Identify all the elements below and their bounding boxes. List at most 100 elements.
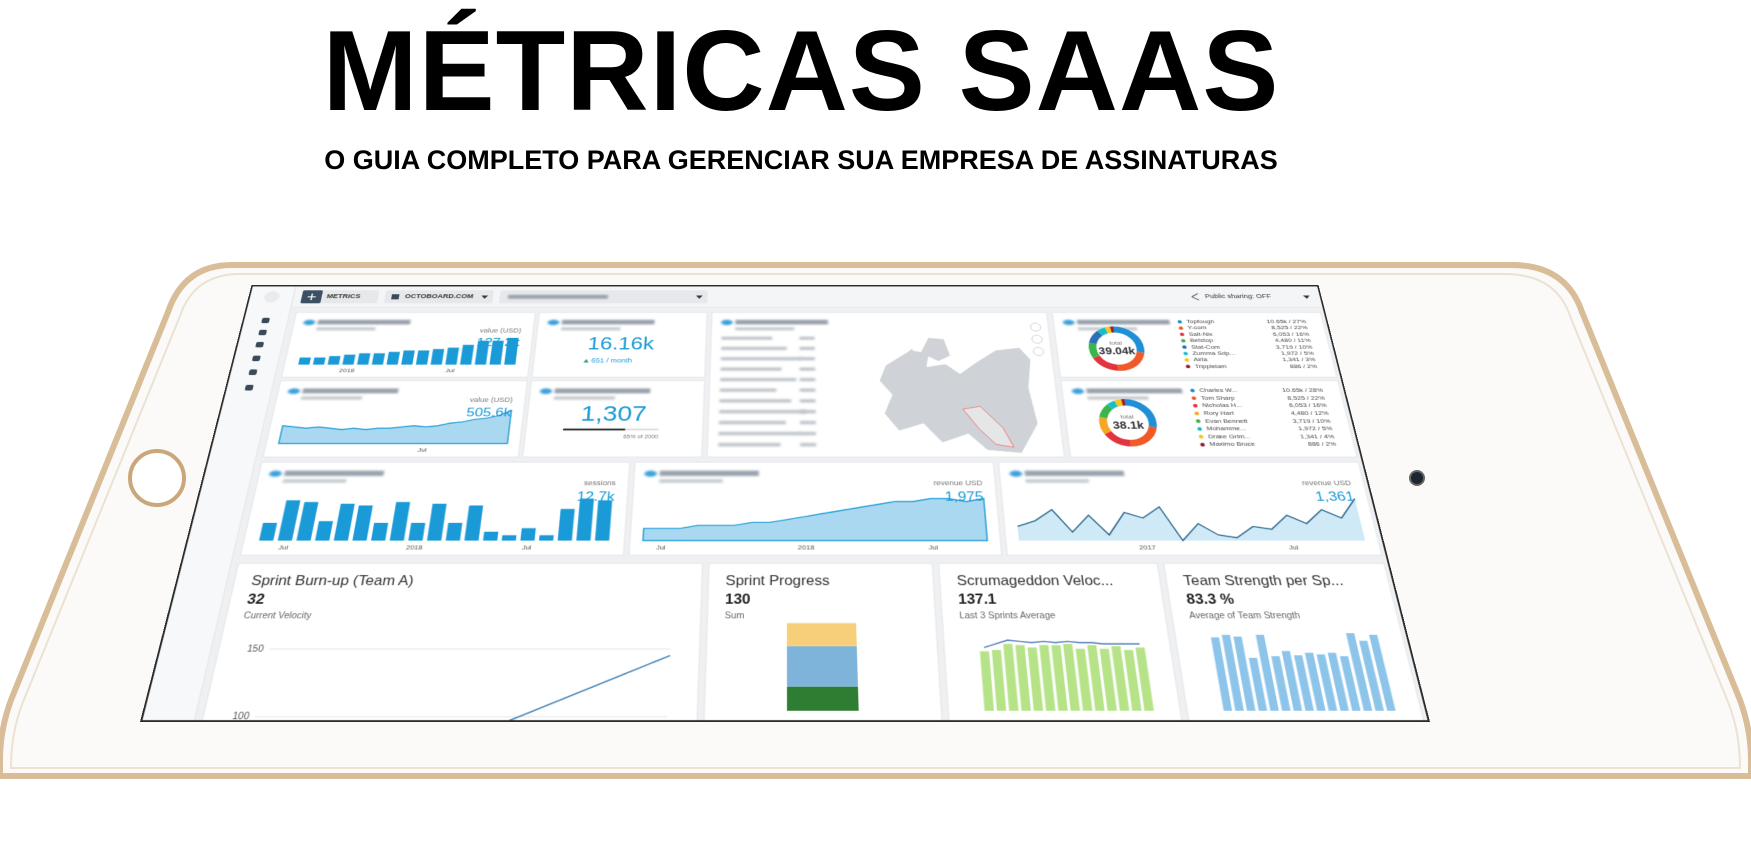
- legend-value: 4,480 / 12%: [1290, 410, 1330, 416]
- blurred-row: [719, 409, 807, 414]
- legend-name: Charles W...: [1199, 387, 1238, 393]
- legend-value: 6,053 / 16%: [1272, 331, 1310, 337]
- legend-name: Tom Sharp: [1200, 395, 1235, 401]
- blurred-row: [799, 367, 816, 371]
- blurred-row: [721, 346, 787, 351]
- blurred-row: [719, 399, 792, 403]
- widget-label: value (USD): [479, 327, 522, 334]
- sidebar-icon[interactable]: [261, 317, 271, 324]
- blurred-row: [721, 336, 773, 340]
- legend-name: Mohamme...: [1206, 425, 1247, 432]
- legend-name: Drake Grim...: [1208, 433, 1251, 440]
- legend-name: Y-com: [1187, 325, 1207, 331]
- legend-name: Stat-Com: [1191, 344, 1221, 350]
- x-tick-label: Jul: [656, 544, 666, 551]
- blurred-title: [1024, 470, 1125, 477]
- stack-segment: [786, 686, 859, 711]
- legend-value: 886 / 2%: [1289, 363, 1318, 369]
- widget-value: 83.3 %: [1185, 593, 1235, 608]
- dashboard: METRICS OCTOBOARD.COM Public sharing: OFF 2…: [142, 286, 1430, 722]
- blurred-title: [317, 319, 411, 325]
- blurred-subtitle: [735, 327, 795, 331]
- blurred-title: [1076, 319, 1171, 325]
- widget-value: 127.2k: [475, 336, 520, 349]
- camera: [1409, 470, 1425, 486]
- bar: [483, 531, 499, 541]
- blurred-row: [799, 399, 816, 403]
- blurred-title: [659, 470, 759, 477]
- blurred-row: [799, 336, 815, 340]
- sidebar-icon[interactable]: [255, 341, 265, 348]
- sidebar-icon[interactable]: [258, 329, 268, 336]
- blurred-title: [1086, 388, 1183, 394]
- legend-value: 10.65k / 28%: [1282, 387, 1325, 393]
- bar: [501, 535, 517, 541]
- bar: [312, 357, 326, 365]
- bar: [327, 356, 341, 365]
- widget-card: [999, 462, 1382, 555]
- widget-value: 12.7k: [576, 490, 616, 505]
- widget-value: 1,361: [1314, 490, 1356, 505]
- donut-label: total: [1109, 340, 1123, 346]
- legend-name: Tripplelam: [1194, 363, 1227, 369]
- x-tick-label: 2018: [338, 368, 355, 374]
- legend-value: 1,972 / 5%: [1298, 425, 1334, 432]
- legend-name: Maximo Bruce: [1209, 441, 1256, 448]
- x-tick-label: Jul: [521, 544, 532, 551]
- blurred-title: [302, 388, 399, 394]
- x-tick-label: 2018: [798, 544, 815, 551]
- x-tick-label: Jul: [1288, 544, 1300, 551]
- widget-title: Team Strength per Sp...: [1182, 574, 1345, 589]
- x-tick-label: Jul: [445, 368, 455, 374]
- x-tick-label: 2017: [1139, 544, 1157, 551]
- legend-name: Airla: [1193, 357, 1208, 363]
- widget-title: Sprint Burn-up (Team A): [250, 574, 415, 589]
- donut-label: total: [1120, 413, 1135, 420]
- blurred-title: [554, 388, 651, 394]
- widget-subtitle: Average of Team Strength: [1188, 610, 1301, 620]
- kpi-value: 1,307: [580, 401, 648, 425]
- blurred-row: [718, 442, 781, 447]
- widget-value: 130: [725, 593, 751, 608]
- sidebar-icon[interactable]: [251, 355, 261, 362]
- donut-total: 39.04k: [1098, 346, 1136, 357]
- bar: [408, 522, 426, 541]
- home-button[interactable]: [128, 449, 186, 507]
- toolbar-text: OCTOBOARD.COM: [404, 293, 474, 300]
- sidebar-icon[interactable]: [248, 369, 258, 376]
- stack-segment: [786, 646, 858, 687]
- sidebar-icon[interactable]: [244, 384, 254, 391]
- widget-card: [1164, 563, 1429, 722]
- widget-subtitle: Current Velocity: [243, 610, 313, 620]
- legend-value: 6,053 / 16%: [1288, 402, 1327, 408]
- legend-value: 3,719 / 10%: [1292, 418, 1332, 425]
- legend-name: Nicholas H...: [1202, 402, 1243, 408]
- blurred-title: [561, 319, 655, 325]
- blurred-row: [799, 388, 816, 392]
- widget-title: Sprint Progress: [725, 574, 829, 589]
- widget-subtitle: Sum: [725, 610, 745, 620]
- kpi-value: 16.16k: [587, 333, 655, 353]
- widget-label: value (USD): [469, 397, 513, 404]
- legend-value: 10.65k / 27%: [1266, 319, 1307, 325]
- blurred-row: [720, 356, 802, 361]
- x-tick-label: Jul: [928, 544, 938, 551]
- bar: [386, 351, 400, 365]
- legend-name: Zumma Sdp...: [1192, 350, 1236, 356]
- blurred-subtitle: [561, 327, 621, 331]
- widget-label: revenue USD: [933, 479, 983, 487]
- title: MÉTRICAS SAAS: [322, 8, 1280, 135]
- blurred-row: [720, 377, 797, 382]
- blurred-subtitle: [659, 479, 723, 483]
- x-tick-label: 2018: [405, 544, 423, 551]
- legend-value: 8,525 / 22%: [1287, 395, 1326, 401]
- widget-label: sessions: [584, 479, 616, 487]
- donut-total: 38.1k: [1112, 420, 1145, 431]
- widget-title: Scrumageddon Veloc...: [956, 574, 1114, 589]
- blurred-subtitle: [1025, 479, 1090, 483]
- blurred-subtitle: [282, 479, 347, 483]
- bar: [539, 535, 554, 541]
- blurred-row: [718, 431, 801, 436]
- blurred-row: [799, 346, 815, 351]
- x-tick-label: Jul: [278, 544, 289, 551]
